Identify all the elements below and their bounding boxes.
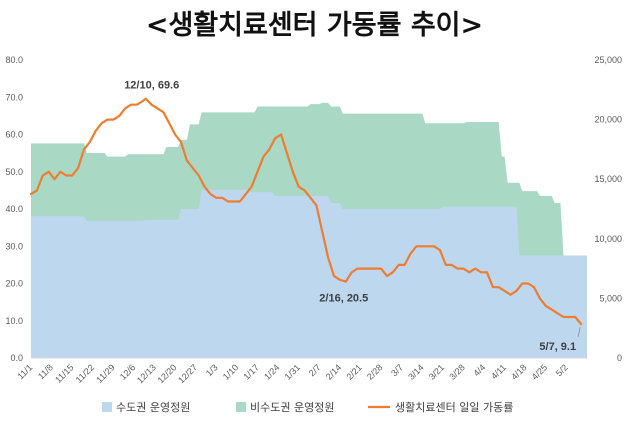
y-left-tick-label: 80.0 [5, 55, 23, 65]
legend-capital-swatch [102, 402, 112, 412]
x-tick-label: 11/15 [53, 362, 76, 385]
x-tick-label: 2/21 [344, 362, 363, 381]
x-tick-label: 1/17 [241, 362, 260, 381]
y-left-tick-label: 70.0 [5, 92, 23, 102]
x-tick-label: 12/27 [176, 362, 199, 385]
x-tick-label: 1/24 [262, 362, 281, 381]
x-tick-label: 11/22 [74, 362, 97, 385]
y-left-tick-label: 60.0 [5, 130, 23, 140]
y-right-tick-label: 25,000 [594, 55, 622, 65]
x-tick-label: 1/3 [204, 362, 220, 378]
legend-non-capital-label: 비수도권 운영정원 [250, 401, 334, 414]
x-tick-label: 4/18 [509, 362, 528, 381]
x-tick-label: 2/14 [324, 362, 343, 381]
x-tick-label: 12/13 [135, 362, 158, 385]
x-tick-label: 5/2 [554, 362, 570, 378]
x-tick-label: 11/1 [15, 362, 34, 381]
x-tick-label: 3/28 [447, 362, 466, 381]
x-tick-label: 4/25 [530, 362, 549, 381]
y-right-tick-label: 15,000 [594, 174, 622, 184]
x-tick-label: 2/7 [307, 362, 323, 378]
x-tick-label: 1/31 [283, 362, 302, 381]
chart-title: <생활치료센터 가동률 추이> [145, 10, 484, 41]
y-left-tick-label: 10.0 [5, 316, 23, 326]
annotation-end-leader [577, 327, 581, 338]
x-tick-label: 11/8 [36, 362, 55, 381]
x-tick-label: 3/7 [389, 362, 405, 378]
y-right-tick-label: 10,000 [594, 234, 622, 244]
x-tick-label: 1/10 [221, 362, 240, 381]
annotation-end-label: 5/7, 9.1 [539, 341, 576, 353]
x-tick-label: 11/29 [94, 362, 117, 385]
y-right-tick-label: 0 [617, 353, 622, 363]
y-right-tick-label: 20,000 [594, 115, 622, 125]
y-left-tick-label: 50.0 [5, 167, 23, 177]
x-tick-label: 4/4 [472, 362, 488, 378]
x-tick-label: 2/28 [365, 362, 384, 381]
x-tick-label: 4/11 [489, 362, 508, 381]
annotation-peak-label: 12/10, 69.6 [124, 80, 179, 92]
annotation-low-label: 2/16, 20.5 [319, 293, 368, 305]
x-tick-label: 3/21 [427, 362, 446, 381]
y-left-tick-label: 30.0 [5, 241, 23, 251]
utilization-line [29, 97, 583, 326]
y-left-tick-label: 40.0 [5, 204, 23, 214]
y-left-tick-label: 20.0 [5, 279, 23, 289]
capital-capacity-area [31, 189, 587, 358]
x-tick-label: 3/14 [406, 362, 425, 381]
legend-capital-label: 수도권 운영정원 [116, 401, 190, 414]
legend-non-capital-swatch [236, 402, 246, 412]
y-left-tick-label: 0.0 [10, 353, 23, 363]
x-tick-label: 12/20 [156, 362, 179, 385]
y-right-tick-label: 5,000 [599, 293, 622, 303]
legend-utilization-label: 생활치료센터 일일 가동률 [395, 400, 513, 414]
